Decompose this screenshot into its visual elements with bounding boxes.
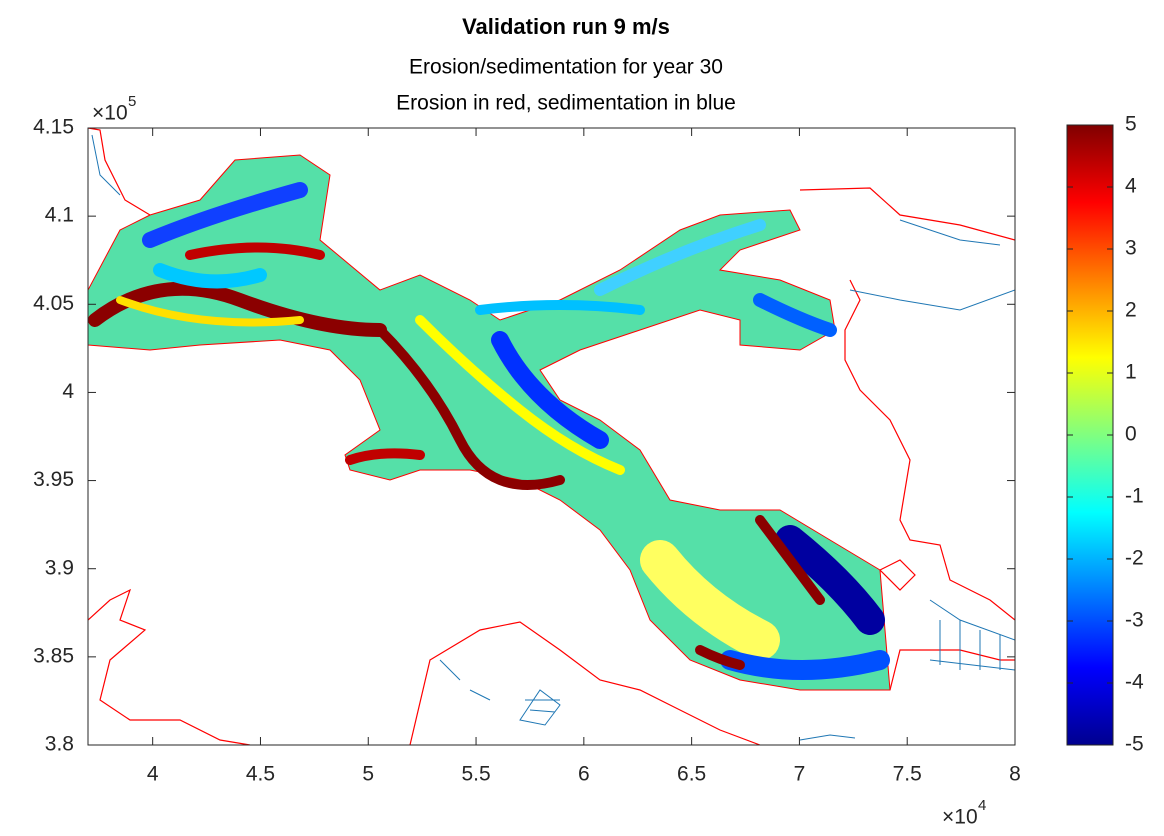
y-tick-label: 3.85	[33, 644, 74, 667]
chart: Validation run 9 m/s Erosion/sedimentati…	[0, 0, 1164, 831]
x-tick-label: 6.5	[677, 763, 706, 786]
x-tick-label: 8	[1009, 763, 1021, 786]
colorbar-tick-label: -1	[1125, 485, 1144, 508]
chart-title: Validation run 9 m/s	[462, 14, 670, 39]
colorbar-tick-label: 3	[1125, 237, 1137, 260]
x-multiplier: ×10	[942, 806, 978, 829]
colorbar-tick-label: -5	[1125, 733, 1144, 756]
colorbar-tick-label: 0	[1125, 423, 1137, 446]
x-tick-label: 5.5	[461, 763, 490, 786]
colorbar-tick-label: 5	[1125, 113, 1137, 136]
y-tick-label: 4.15	[33, 116, 74, 139]
colorbar-tick-label: 2	[1125, 299, 1137, 322]
colorbar-tick-label: 4	[1125, 175, 1137, 198]
y-tick-label: 3.8	[45, 733, 74, 756]
y-multiplier: ×10	[92, 102, 128, 125]
x-tick-label: 5	[362, 763, 374, 786]
x-tick-label: 4	[147, 763, 159, 786]
chart-subtitle: Erosion in red, sedimentation in blue	[396, 92, 736, 115]
colorbar	[1067, 125, 1113, 745]
x-tick-label: 7	[794, 763, 806, 786]
page: Validation run 9 m/s Erosion/sedimentati…	[0, 0, 1164, 836]
colorbar-tick-label: -4	[1125, 671, 1144, 694]
x-tick-label: 6	[578, 763, 590, 786]
map-region	[88, 155, 890, 690]
x-power: 4	[978, 797, 986, 814]
y-tick-label: 4.05	[33, 292, 74, 315]
x-tick-label: 7.5	[893, 763, 922, 786]
y-power: 5	[128, 93, 136, 110]
y-tick-label: 3.9	[45, 556, 74, 579]
x-tick-label: 4.5	[246, 763, 275, 786]
map	[88, 128, 1015, 745]
chart-subtitle: Erosion/sedimentation for year 30	[409, 56, 723, 79]
colorbar-tick-label: -2	[1125, 547, 1144, 570]
colorbar-tick-label: -3	[1125, 609, 1144, 632]
y-tick-label: 4	[62, 380, 74, 403]
y-tick-label: 3.95	[33, 468, 74, 491]
colorbar-tick-label: 1	[1125, 361, 1137, 384]
y-tick-label: 4.1	[45, 204, 74, 227]
